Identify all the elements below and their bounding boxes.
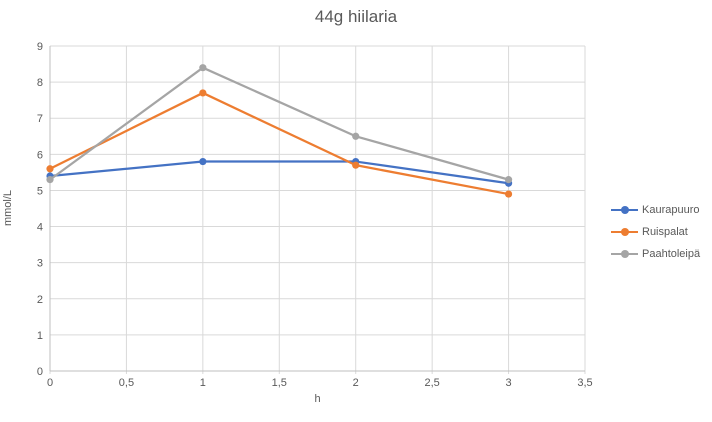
x-tick-label: 1 [200, 377, 206, 389]
data-point-marker [46, 165, 54, 173]
data-point-marker [46, 176, 54, 184]
data-point-marker [504, 176, 513, 184]
data-point-marker [199, 157, 207, 166]
y-tick-label: 6 [37, 149, 43, 161]
legend: Kaurapuuro Ruispalat Paahtoleipä [611, 199, 700, 265]
data-point-marker [199, 89, 207, 97]
y-tick-label: 4 [37, 222, 43, 234]
legend-line-marker-icon [611, 250, 638, 259]
series-line-ruispalat [49, 91, 509, 196]
legend-item-kaurapuuro: Kaurapuuro [611, 199, 700, 221]
y-tick-label: 1 [37, 330, 43, 342]
data-point-marker [199, 64, 207, 72]
legend-label: Ruispalat [642, 226, 688, 238]
chart-title: 44g hiilaria [314, 7, 398, 26]
data-point-marker [352, 161, 360, 169]
legend-item-ruispalat: Ruispalat [611, 221, 700, 243]
legend-item-paahtoleipa: Paahtoleipä [611, 243, 700, 265]
series-line-kaurapuuro [49, 160, 509, 185]
legend-label: Paahtoleipä [642, 248, 701, 260]
legend-label: Kaurapuuro [642, 204, 700, 216]
x-tick-label: 2,5 [424, 377, 439, 389]
legend-line-marker-icon [611, 206, 638, 215]
x-tick-label: 0 [47, 377, 53, 389]
data-point-marker [504, 190, 513, 198]
y-tick-label: 7 [37, 113, 43, 125]
y-tick-label: 9 [37, 41, 43, 53]
x-tick-label: 3,5 [577, 377, 592, 389]
data-point-marker [352, 132, 360, 140]
y-tick-label: 3 [37, 258, 43, 270]
x-tick-label: 0,5 [119, 377, 134, 389]
x-axis-title: h [314, 393, 321, 405]
y-tick-label: 0 [37, 366, 43, 378]
x-tick-label: 3 [506, 377, 512, 389]
y-tick-label: 5 [37, 185, 43, 197]
y-axis-title: mmol/L [2, 189, 14, 227]
legend-line-marker-icon [611, 228, 638, 237]
y-tick-label: 8 [37, 77, 43, 89]
x-tick-label: 1,5 [272, 377, 287, 389]
x-tick-label: 2 [353, 377, 359, 389]
series-line-paahtoleipä [49, 66, 509, 181]
y-tick-label: 2 [37, 294, 43, 306]
